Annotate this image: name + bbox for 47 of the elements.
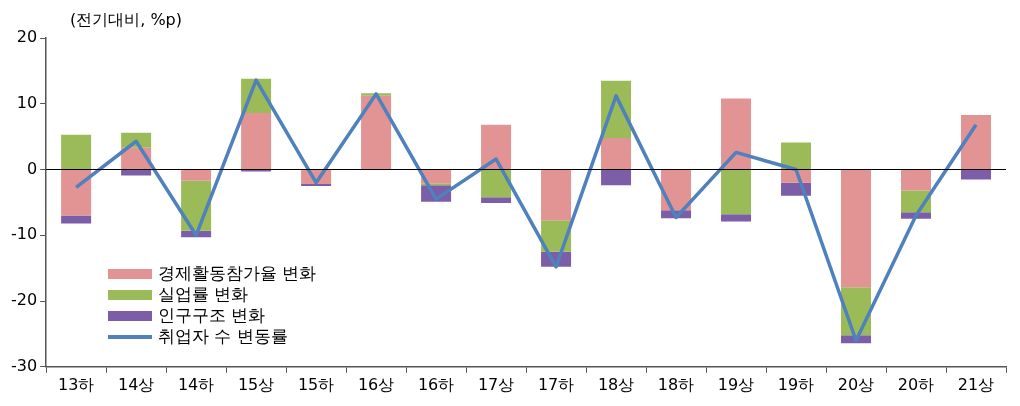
y-tick-label: -30 — [10, 355, 38, 375]
bar — [961, 170, 991, 180]
x-tick-label: 18상 — [597, 374, 635, 394]
y-tick-label: -20 — [10, 290, 38, 310]
y-tick-label: 20 — [16, 27, 38, 47]
y-tick-label: 0 — [26, 158, 38, 178]
bar — [121, 170, 152, 176]
y-tick-label: 10 — [16, 92, 38, 112]
bar — [181, 170, 212, 181]
x-tick-label: 17하 — [537, 374, 575, 394]
bar — [721, 98, 752, 170]
x-tick-label: 13하 — [57, 374, 95, 394]
legend-label: 실업률 변화 — [158, 284, 249, 305]
x-tick-label: 16상 — [357, 374, 395, 394]
bar — [481, 197, 512, 204]
bar — [841, 170, 872, 288]
x-tick-label: 15하 — [297, 374, 335, 394]
bar — [721, 214, 752, 222]
bar — [481, 170, 512, 198]
x-tick-label: 20하 — [897, 374, 935, 394]
y-tick-label: -10 — [10, 224, 38, 244]
x-tick-label: 20상 — [837, 374, 875, 394]
bar — [61, 134, 92, 170]
x-tick-label: 14하 — [177, 374, 215, 394]
bar — [601, 137, 632, 170]
bar — [961, 114, 991, 170]
bar — [781, 142, 812, 170]
bar — [481, 124, 512, 170]
legend-label: 인구구조 변화 — [158, 305, 266, 326]
y-axis-title: (전기대비, %p) — [70, 10, 183, 31]
x-tick-label: 19상 — [717, 374, 755, 394]
bar — [361, 95, 392, 170]
bar — [901, 170, 932, 191]
x-tick-label: 16하 — [417, 374, 455, 394]
bar — [721, 170, 752, 215]
bar — [541, 170, 572, 221]
x-tick-label: 17상 — [477, 374, 515, 394]
x-tick-label: 19하 — [777, 374, 815, 394]
bar — [61, 170, 92, 216]
legend-label: 경제활동참가율 변화 — [158, 263, 317, 284]
x-tick-label: 18하 — [657, 374, 695, 394]
bar — [241, 112, 272, 170]
x-tick-label: 21상 — [957, 374, 995, 394]
x-tick-label: 15상 — [237, 374, 275, 394]
legend-label: 취업자 수 변동률 — [158, 326, 288, 347]
x-tick-label: 14상 — [117, 374, 155, 394]
bar — [601, 170, 632, 186]
